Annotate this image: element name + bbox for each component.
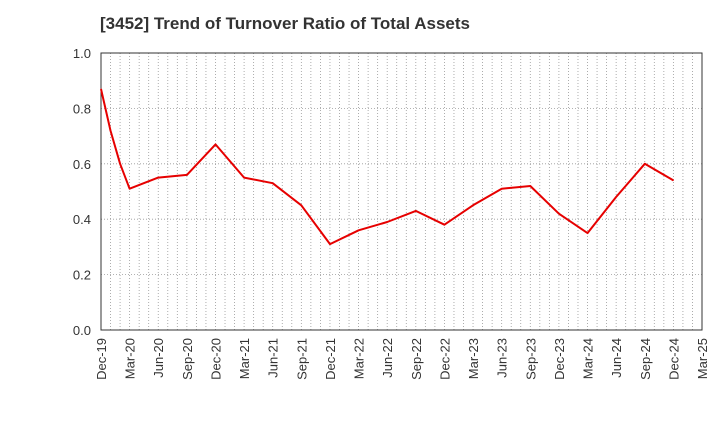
data-point — [672, 179, 674, 181]
data-point — [472, 204, 474, 206]
data-point — [529, 185, 531, 187]
x-tick-label: Sep-23 — [523, 338, 538, 380]
data-point — [644, 163, 646, 165]
x-tick-label: Mar-20 — [123, 338, 138, 379]
data-point — [272, 182, 274, 184]
data-point — [415, 210, 417, 212]
x-tick-label: Jun-24 — [609, 338, 624, 378]
data-point — [615, 196, 617, 198]
x-tick-label: Dec-22 — [437, 338, 452, 380]
x-tick-label: Dec-20 — [209, 338, 224, 380]
data-point — [129, 188, 131, 190]
x-tick-label: Dec-23 — [552, 338, 567, 380]
data-point — [443, 224, 445, 226]
x-tick-label: Mar-25 — [695, 338, 710, 379]
data-point — [119, 163, 121, 165]
chart-title: [3452] Trend of Turnover Ratio of Total … — [100, 14, 470, 33]
y-tick-label: 0.0 — [73, 323, 91, 338]
data-point — [558, 213, 560, 215]
x-tick-label: Dec-21 — [323, 338, 338, 380]
y-tick-label: 0.2 — [73, 268, 91, 283]
data-point — [157, 177, 159, 179]
y-tick-label: 0.4 — [73, 212, 91, 227]
x-tick-label: Mar-22 — [352, 338, 367, 379]
x-tick-label: Jun-20 — [151, 338, 166, 378]
x-tick-label: Sep-20 — [180, 338, 195, 380]
data-point — [386, 221, 388, 223]
data-point — [100, 88, 102, 90]
x-tick-label: Mar-24 — [581, 338, 596, 379]
data-point — [329, 243, 331, 245]
y-axis-ticks: 0.0 0.2 0.4 0.6 0.8 1.0 — [73, 46, 91, 338]
x-tick-label: Sep-24 — [638, 338, 653, 380]
data-point — [243, 177, 245, 179]
x-axis-ticks: Dec-19 Mar-20 Jun-20 Sep-20 Dec-20 Mar-21 Jun-… — [94, 338, 710, 380]
series-layer — [100, 88, 674, 246]
data-point — [587, 232, 589, 234]
x-tick-label: Mar-23 — [466, 338, 481, 379]
plot-frame — [100, 52, 703, 331]
data-point — [110, 130, 112, 132]
data-point — [186, 174, 188, 176]
x-tick-label: Jun-23 — [495, 338, 510, 378]
x-tick-label: Dec-19 — [94, 338, 109, 380]
data-point — [358, 229, 360, 231]
x-tick-label: Sep-22 — [409, 338, 424, 380]
x-tick-label: Mar-21 — [237, 338, 252, 379]
x-tick-label: Jun-22 — [380, 338, 395, 378]
data-point — [214, 143, 216, 145]
x-tick-label: Jun-21 — [266, 338, 281, 378]
series-line-0 — [100, 88, 674, 246]
data-point — [501, 188, 503, 190]
y-tick-label: 0.6 — [73, 157, 91, 172]
data-point — [300, 204, 302, 206]
x-tick-label: Dec-24 — [666, 338, 681, 380]
y-tick-label: 1.0 — [73, 46, 91, 61]
x-tick-label: Sep-21 — [294, 338, 309, 380]
y-tick-label: 0.8 — [73, 101, 91, 116]
grid-layer — [101, 53, 702, 330]
